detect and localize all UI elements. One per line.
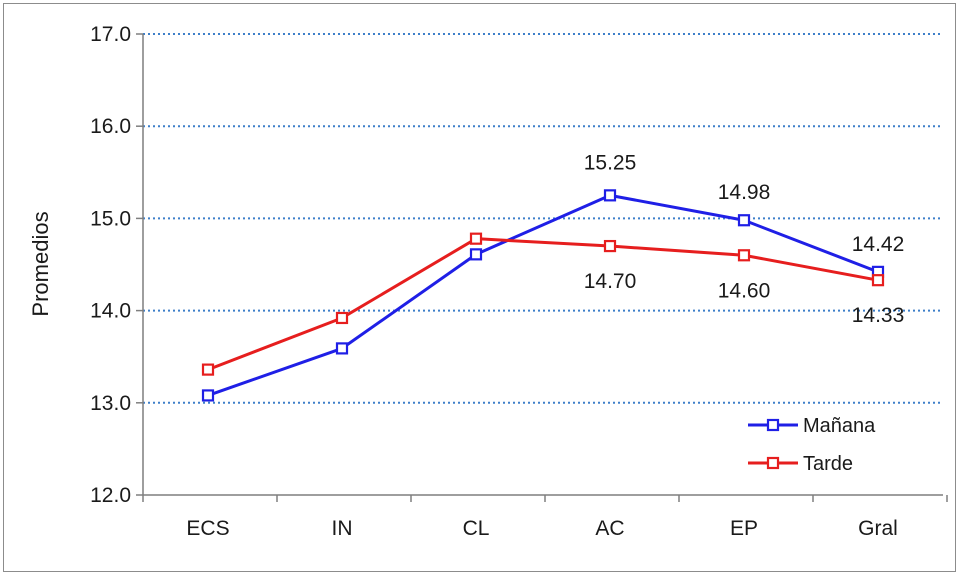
data-label: 14.70 (584, 270, 637, 293)
x-tick-label: CL (463, 517, 490, 540)
data-point-marker (603, 239, 617, 253)
data-label: 14.33 (852, 304, 905, 327)
data-label: 15.25 (584, 151, 637, 174)
data-labels: 15.25 14.98 14.42 14.70 14.60 14.33 (584, 151, 905, 327)
legend-label: Tarde (803, 453, 853, 475)
data-point-marker (201, 363, 215, 376)
legend-label: Mañana (803, 415, 876, 437)
y-tick-label: 15.0 (90, 207, 131, 230)
x-tick-label: Gral (858, 517, 898, 540)
series-line-tarde (207, 237, 879, 372)
y-tick-label: 13.0 (90, 392, 131, 415)
data-point-marker (469, 248, 483, 261)
data-point-marker (871, 274, 885, 287)
data-point-marker (737, 214, 751, 227)
x-tick-label: ECS (186, 517, 229, 540)
data-label: 14.42 (852, 233, 905, 256)
x-tick-label: EP (730, 517, 758, 540)
legend-marker (766, 418, 780, 432)
data-label: 14.98 (718, 181, 771, 204)
y-axis-title: Promedios (28, 211, 53, 316)
data-label: 14.60 (718, 279, 771, 302)
y-tick-label: 16.0 (90, 115, 131, 138)
series-line-manana (207, 193, 879, 397)
y-tick-label: 14.0 (90, 300, 131, 323)
data-point-marker (335, 342, 349, 355)
y-tick-label: 17.0 (90, 23, 131, 46)
x-tick-label: IN (332, 517, 353, 540)
data-point-marker (603, 189, 617, 202)
series-lines (201, 189, 885, 402)
data-point-marker (335, 311, 349, 325)
data-point-marker (201, 389, 215, 402)
chart-frame (3, 3, 956, 572)
data-point-marker (469, 232, 483, 245)
y-tick-label: 12.0 (90, 484, 131, 507)
gridlines (143, 33, 943, 404)
data-point-marker (737, 249, 751, 262)
legend-marker (766, 456, 780, 470)
x-tick-label: AC (595, 517, 624, 540)
legend: Mañana Tarde (748, 415, 876, 475)
axes: 12.0 13.0 14.0 15.0 16.0 17.0 ECS IN CL AC EP Gral (90, 23, 948, 540)
